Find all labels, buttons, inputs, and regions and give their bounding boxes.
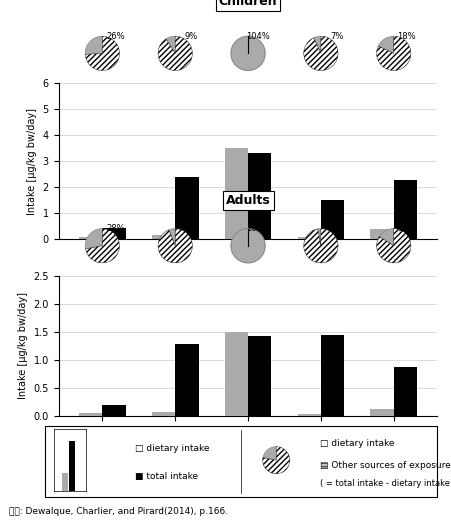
- Text: ( = total intake - dietary intake): ( = total intake - dietary intake): [320, 479, 451, 488]
- Title: Adults: Adults: [226, 194, 271, 207]
- Bar: [225, 332, 248, 416]
- Wedge shape: [85, 36, 102, 55]
- Title: Children: Children: [219, 0, 277, 8]
- Wedge shape: [86, 229, 120, 263]
- Wedge shape: [377, 229, 411, 263]
- Bar: [79, 237, 102, 239]
- Wedge shape: [377, 36, 411, 71]
- Bar: [394, 367, 417, 416]
- Bar: [298, 237, 321, 239]
- Wedge shape: [85, 36, 120, 71]
- Bar: [225, 148, 248, 239]
- Text: ▤ Other sources of exposure: ▤ Other sources of exposure: [320, 461, 451, 470]
- Wedge shape: [158, 36, 192, 71]
- Wedge shape: [304, 229, 338, 263]
- Bar: [152, 235, 175, 239]
- Y-axis label: Intake [µg/kg bw/day]: Intake [µg/kg bw/day]: [18, 292, 28, 399]
- Bar: [370, 229, 394, 239]
- Bar: [370, 409, 394, 416]
- Bar: [102, 405, 126, 416]
- Wedge shape: [166, 36, 175, 54]
- Bar: [79, 413, 102, 416]
- Text: 6%: 6%: [184, 224, 198, 233]
- Bar: [394, 180, 417, 239]
- Bar: [175, 344, 198, 416]
- Text: □ dietary intake: □ dietary intake: [135, 445, 210, 453]
- Wedge shape: [313, 36, 321, 54]
- Text: 26%: 26%: [106, 32, 124, 41]
- Text: 105%: 105%: [247, 224, 270, 233]
- Text: 18%: 18%: [397, 32, 416, 41]
- Bar: [62, 473, 68, 491]
- Text: 3%: 3%: [330, 224, 343, 233]
- Text: 28%: 28%: [106, 224, 124, 233]
- Bar: [152, 411, 175, 416]
- Wedge shape: [231, 229, 265, 263]
- Text: □ dietary intake: □ dietary intake: [320, 439, 394, 448]
- Wedge shape: [318, 229, 321, 246]
- Bar: [298, 414, 321, 416]
- Bar: [248, 336, 272, 416]
- Text: 104%: 104%: [247, 32, 270, 41]
- Wedge shape: [231, 36, 265, 71]
- Y-axis label: Intake [µg/kg bw/day]: Intake [µg/kg bw/day]: [27, 108, 37, 215]
- Bar: [248, 153, 272, 239]
- Bar: [102, 228, 126, 239]
- Wedge shape: [158, 229, 192, 263]
- FancyBboxPatch shape: [45, 426, 437, 497]
- Bar: [321, 335, 344, 416]
- Text: 16%: 16%: [397, 224, 416, 233]
- Text: 7%: 7%: [330, 32, 343, 41]
- Wedge shape: [304, 36, 338, 71]
- Wedge shape: [85, 229, 102, 249]
- Wedge shape: [378, 36, 394, 54]
- Text: ■ total intake: ■ total intake: [135, 473, 198, 482]
- Text: 9%: 9%: [184, 32, 198, 41]
- Wedge shape: [263, 447, 290, 474]
- Wedge shape: [379, 229, 394, 246]
- Bar: [175, 177, 198, 239]
- Wedge shape: [263, 447, 276, 460]
- Bar: [321, 200, 344, 239]
- Text: 자료: Dewalque, Charlier, and Pirard(2014), p.166.: 자료: Dewalque, Charlier, and Pirard(2014)…: [9, 507, 228, 516]
- Wedge shape: [169, 229, 175, 246]
- Bar: [69, 441, 75, 491]
